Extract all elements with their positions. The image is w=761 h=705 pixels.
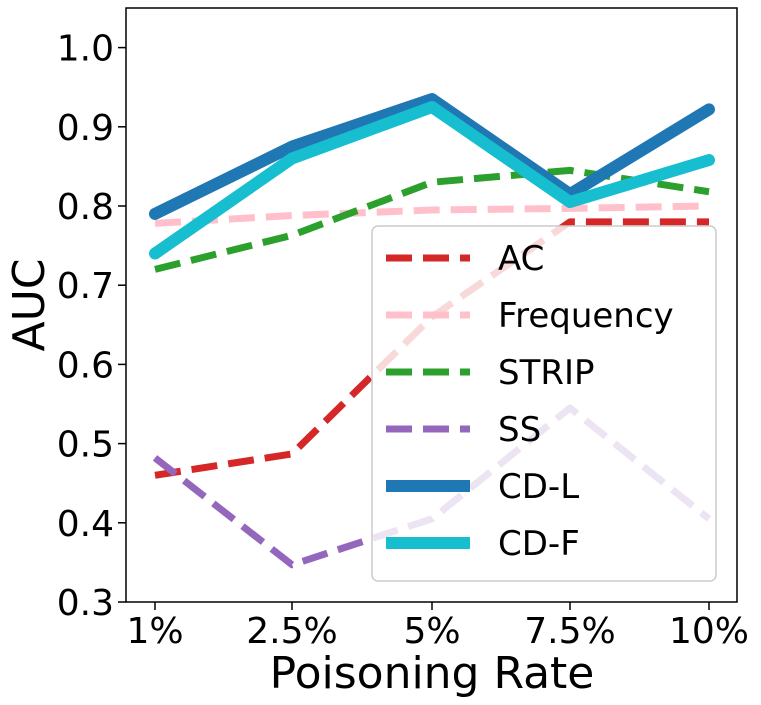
series-line-frequency — [154, 202, 710, 227]
legend: AC Frequency STRIP SS CD-L CD-F — [371, 225, 717, 582]
series-line-cd-f — [149, 101, 715, 260]
y-axis: 0.3 0.4 0.5 0.6 0.7 0.8 0.9 1.0 — [57, 29, 126, 624]
y-tick-label: 0.8 — [57, 187, 114, 228]
y-tick-label: 0.5 — [57, 425, 114, 466]
legend-label: STRIP — [498, 353, 595, 393]
x-tick-label: 7.5% — [524, 611, 615, 652]
x-tick-label: 10% — [669, 611, 749, 652]
x-axis-title: Poisoning Rate — [270, 648, 595, 699]
x-tick-label: 2.5% — [246, 611, 337, 652]
legend-label: CD-L — [498, 467, 579, 507]
y-tick-label: 0.7 — [57, 266, 114, 307]
legend-label: CD-F — [498, 524, 580, 564]
legend-label: SS — [498, 410, 541, 450]
legend-label: Frequency — [498, 296, 674, 336]
x-tick-label: 5% — [403, 611, 460, 652]
x-tick-label: 1% — [126, 611, 183, 652]
y-axis-title: AUC — [4, 258, 55, 351]
y-tick-label: 0.9 — [57, 108, 114, 149]
y-tick-label: 1.0 — [57, 29, 114, 70]
y-tick-label: 0.3 — [57, 583, 114, 624]
y-tick-label: 0.6 — [57, 345, 114, 386]
legend-box — [371, 225, 717, 582]
series-line-strip — [154, 166, 710, 273]
series-line-cd-l — [149, 93, 715, 220]
y-tick-label: 0.4 — [57, 504, 114, 545]
legend-label: AC — [498, 239, 544, 279]
x-axis: 1% 2.5% 5% 7.5% 10% — [126, 602, 749, 652]
